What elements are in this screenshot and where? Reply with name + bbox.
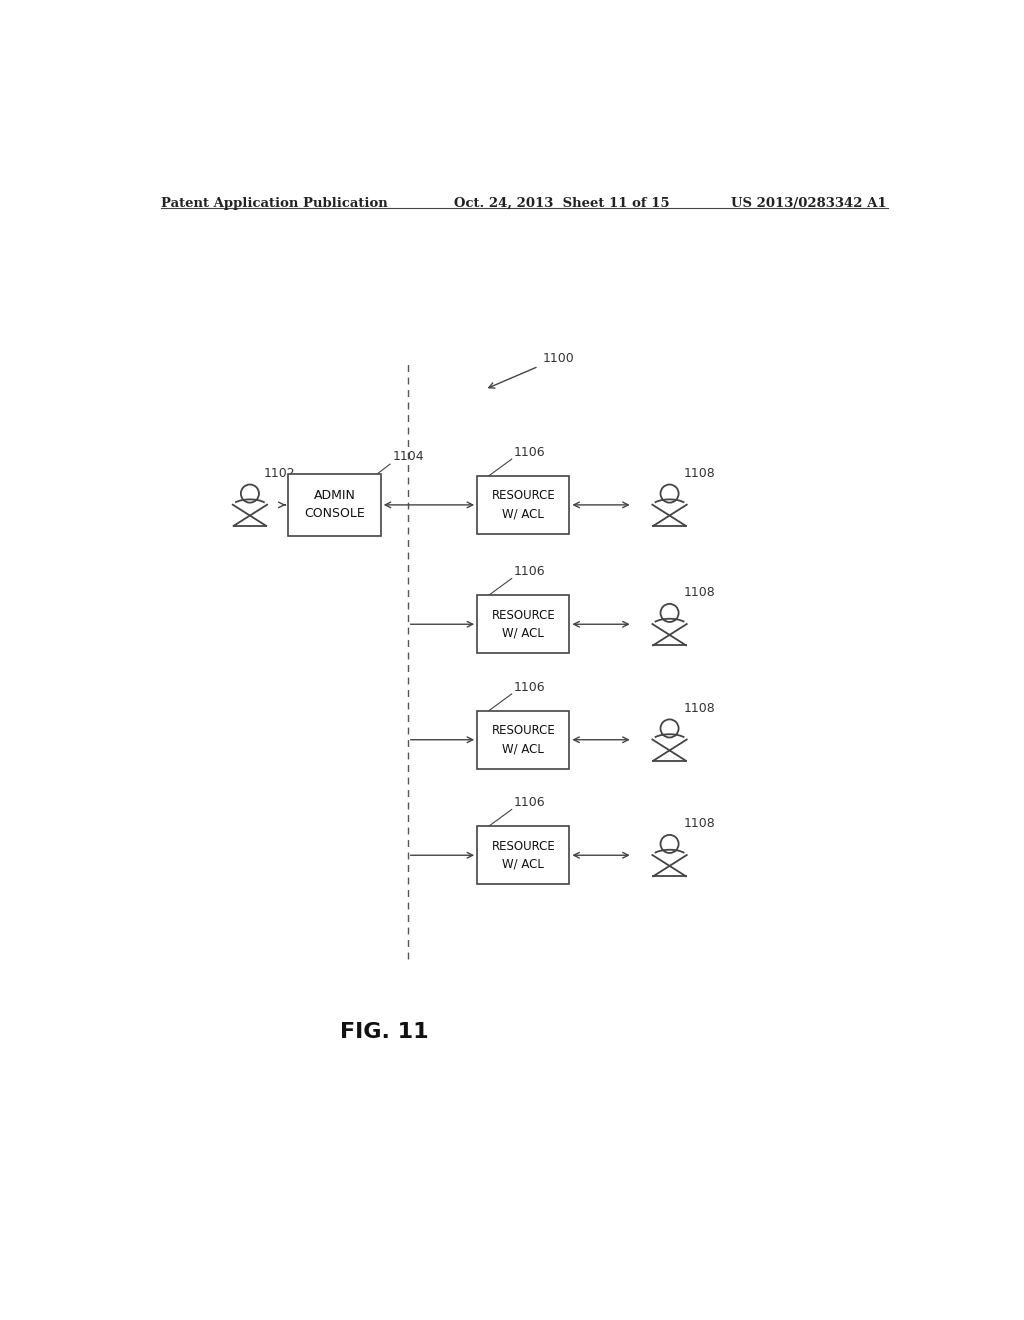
Text: 1106: 1106 (514, 796, 546, 809)
Bar (477, 595, 569, 653)
Text: 1100: 1100 (543, 351, 574, 364)
Text: 1106: 1106 (514, 681, 546, 694)
Text: RESOURCE
W/ ACL: RESOURCE W/ ACL (492, 609, 555, 640)
Text: Oct. 24, 2013  Sheet 11 of 15: Oct. 24, 2013 Sheet 11 of 15 (454, 197, 670, 210)
Text: RESOURCE
W/ ACL: RESOURCE W/ ACL (492, 490, 555, 520)
Bar (477, 826, 569, 884)
Text: ADMIN
CONSOLE: ADMIN CONSOLE (304, 490, 365, 520)
Text: 1106: 1106 (514, 565, 546, 578)
Text: 1106: 1106 (514, 446, 546, 459)
Text: RESOURCE
W/ ACL: RESOURCE W/ ACL (492, 725, 555, 755)
Text: 1108: 1108 (683, 702, 715, 714)
Bar (289, 474, 381, 536)
Text: 1108: 1108 (683, 467, 715, 480)
Text: 1102: 1102 (264, 467, 295, 480)
Text: RESOURCE
W/ ACL: RESOURCE W/ ACL (492, 840, 555, 871)
Text: 1108: 1108 (683, 586, 715, 599)
Text: 1108: 1108 (683, 817, 715, 830)
Text: 1104: 1104 (392, 450, 424, 462)
Bar (477, 711, 569, 768)
Text: US 2013/0283342 A1: US 2013/0283342 A1 (731, 197, 887, 210)
Text: FIG. 11: FIG. 11 (340, 1023, 429, 1043)
Text: Patent Application Publication: Patent Application Publication (162, 197, 388, 210)
Bar (477, 477, 569, 533)
